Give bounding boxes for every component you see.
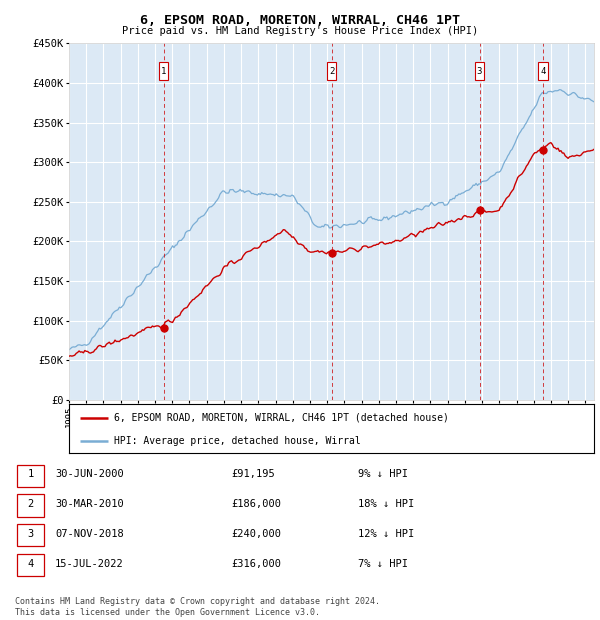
Text: £186,000: £186,000 <box>231 499 281 509</box>
Text: 30-JUN-2000: 30-JUN-2000 <box>55 469 124 479</box>
Text: 6, EPSOM ROAD, MORETON, WIRRAL, CH46 1PT (detached house): 6, EPSOM ROAD, MORETON, WIRRAL, CH46 1PT… <box>113 413 449 423</box>
FancyBboxPatch shape <box>17 464 44 487</box>
Text: 30-MAR-2010: 30-MAR-2010 <box>55 499 124 509</box>
Text: 4: 4 <box>28 559 34 569</box>
FancyBboxPatch shape <box>17 494 44 516</box>
Text: 1: 1 <box>28 469 34 479</box>
Text: 3: 3 <box>477 66 482 76</box>
Text: Price paid vs. HM Land Registry's House Price Index (HPI): Price paid vs. HM Land Registry's House … <box>122 26 478 36</box>
Text: 15-JUL-2022: 15-JUL-2022 <box>55 559 124 569</box>
Text: 4: 4 <box>541 66 546 76</box>
Text: 07-NOV-2018: 07-NOV-2018 <box>55 529 124 539</box>
FancyBboxPatch shape <box>475 63 484 80</box>
FancyBboxPatch shape <box>17 554 44 577</box>
Text: 1: 1 <box>161 66 166 76</box>
Text: 18% ↓ HPI: 18% ↓ HPI <box>358 499 414 509</box>
Text: 3: 3 <box>28 529 34 539</box>
FancyBboxPatch shape <box>17 525 44 546</box>
Text: HPI: Average price, detached house, Wirral: HPI: Average price, detached house, Wirr… <box>113 435 361 446</box>
Text: £91,195: £91,195 <box>231 469 275 479</box>
Text: 2: 2 <box>329 66 334 76</box>
Text: Contains HM Land Registry data © Crown copyright and database right 2024.
This d: Contains HM Land Registry data © Crown c… <box>15 598 380 617</box>
FancyBboxPatch shape <box>327 63 336 80</box>
Text: 6, EPSOM ROAD, MORETON, WIRRAL, CH46 1PT: 6, EPSOM ROAD, MORETON, WIRRAL, CH46 1PT <box>140 14 460 27</box>
Text: 9% ↓ HPI: 9% ↓ HPI <box>358 469 407 479</box>
Text: 7% ↓ HPI: 7% ↓ HPI <box>358 559 407 569</box>
Text: £240,000: £240,000 <box>231 529 281 539</box>
Text: 12% ↓ HPI: 12% ↓ HPI <box>358 529 414 539</box>
FancyBboxPatch shape <box>538 63 548 80</box>
Text: 2: 2 <box>28 499 34 509</box>
Text: £316,000: £316,000 <box>231 559 281 569</box>
FancyBboxPatch shape <box>159 63 169 80</box>
